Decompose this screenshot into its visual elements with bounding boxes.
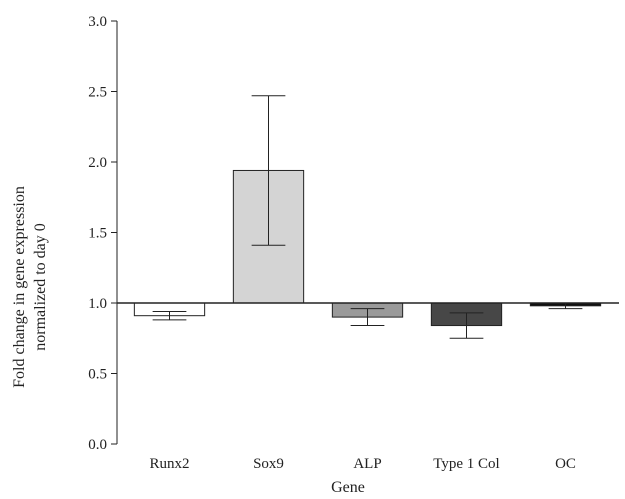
y-tick-label: 3.0 — [88, 14, 107, 30]
y-axis: 0.0 0.5 1.0 1.5 2.0 2.5 3.0 — [88, 14, 118, 453]
y-tick-label: 1.5 — [88, 226, 107, 242]
y-tick-label: 0.5 — [88, 367, 107, 383]
error-bars — [152, 95, 583, 339]
y-tick-label: 1.0 — [88, 296, 107, 312]
y-axis-title-line-1: Fold change in gene expression — [11, 186, 28, 388]
y-tick-label: 2.0 — [88, 155, 107, 171]
y-tick-label: 0.0 — [88, 437, 107, 453]
y-tick-label: 2.5 — [88, 85, 107, 101]
category-label: OC — [555, 456, 576, 472]
category-labels: Runx2 Sox9 ALP Type 1 Col OC — [149, 456, 575, 472]
category-label: ALP — [353, 456, 381, 472]
category-label: Runx2 — [149, 456, 189, 472]
category-label: Type 1 Col — [433, 456, 499, 472]
category-label: Sox9 — [253, 456, 284, 472]
y-axis-title-line-2: normalized to day 0 — [32, 223, 49, 351]
x-axis-title: Gene — [331, 479, 365, 496]
